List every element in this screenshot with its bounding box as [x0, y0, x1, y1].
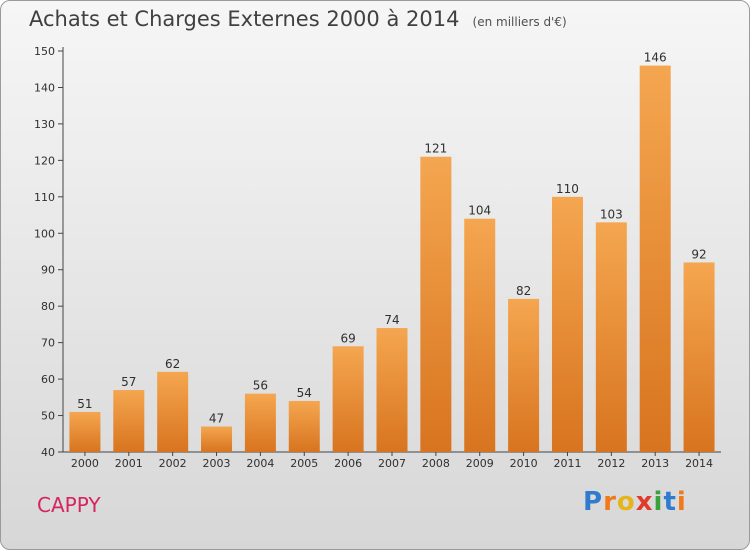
x-tick-label-2005: 2005 — [290, 457, 318, 470]
bar-2005 — [288, 400, 320, 452]
x-tick-label-2002: 2002 — [159, 457, 187, 470]
bar-2010 — [508, 298, 540, 452]
bar-2013 — [639, 65, 671, 452]
value-label-2005: 54 — [297, 386, 312, 400]
bar-2000 — [69, 411, 101, 452]
bar-2002 — [157, 371, 189, 452]
chart-title-row: Achats et Charges Externes 2000 à 2014 (… — [29, 7, 567, 31]
logo-letter: o — [616, 487, 636, 517]
value-label-2009: 104 — [468, 204, 491, 218]
value-label-2002: 62 — [165, 357, 180, 371]
x-tick-label-2004: 2004 — [246, 457, 274, 470]
x-tick-label-2011: 2011 — [553, 457, 581, 470]
logo-letter: i — [653, 487, 664, 517]
x-tick-label-2003: 2003 — [203, 457, 231, 470]
bar-2001 — [113, 390, 145, 452]
chart-subtitle: (en milliers d'€) — [472, 15, 567, 29]
bar-2014 — [683, 262, 715, 452]
commune-name: CAPPY — [37, 493, 101, 517]
chart-title: Achats et Charges Externes 2000 à 2014 — [29, 7, 460, 31]
value-label-2008: 121 — [424, 142, 447, 156]
value-labels-group: 51 57 62 47 56 54 69 74 121 104 82 110 103 146 92 — [77, 51, 706, 426]
y-tick-label: 50 — [41, 410, 55, 423]
logo-letter: i — [676, 487, 687, 517]
y-tick-label: 130 — [34, 118, 55, 131]
bar-2011 — [551, 196, 583, 452]
y-tick-label: 150 — [34, 45, 55, 58]
value-label-2001: 57 — [121, 375, 136, 389]
bar-2004 — [244, 393, 276, 452]
value-label-2007: 74 — [384, 313, 399, 327]
bar-2009 — [464, 218, 496, 452]
value-label-2006: 69 — [340, 331, 355, 345]
value-label-2000: 51 — [77, 397, 92, 411]
logo-letter: t — [663, 487, 677, 517]
bar-2008 — [420, 156, 452, 452]
x-tick-label-2007: 2007 — [378, 457, 406, 470]
x-tick-label-2013: 2013 — [641, 457, 669, 470]
bars-group — [69, 65, 715, 452]
bar-2006 — [332, 346, 364, 452]
x-tick-label-2008: 2008 — [422, 457, 450, 470]
bar-2012 — [595, 222, 627, 452]
axes: 40 50 60 70 80 90 100 110 120 130 140 150 2000 2001 20… — [34, 45, 721, 470]
x-tick-label-2009: 2009 — [466, 457, 494, 470]
value-label-2003: 47 — [209, 411, 224, 425]
proxiti-logo: Proxiti — [583, 487, 687, 517]
y-tick-label: 140 — [34, 81, 55, 94]
x-tick-label-2010: 2010 — [510, 457, 538, 470]
value-label-2014: 92 — [691, 247, 706, 261]
y-tick-label: 120 — [34, 154, 55, 167]
y-tick-label: 40 — [41, 446, 55, 459]
x-tick-label-2012: 2012 — [597, 457, 625, 470]
y-tick-label: 90 — [41, 264, 55, 277]
y-tick-label: 100 — [34, 227, 55, 240]
value-label-2011: 110 — [556, 182, 579, 196]
value-label-2010: 82 — [516, 284, 531, 298]
y-tick-label: 110 — [34, 191, 55, 204]
y-tick-label: 80 — [41, 300, 55, 313]
bar-2003 — [201, 426, 233, 452]
x-tick-label-2006: 2006 — [334, 457, 362, 470]
value-label-2012: 103 — [600, 207, 623, 221]
value-label-2013: 146 — [644, 51, 667, 65]
x-tick-label-2000: 2000 — [71, 457, 99, 470]
y-tick-label: 70 — [41, 337, 55, 350]
x-tick-label-2014: 2014 — [685, 457, 713, 470]
logo-letter: x — [635, 487, 654, 517]
y-tick-label: 60 — [41, 373, 55, 386]
bar-2007 — [376, 328, 408, 452]
logo-letter: r — [603, 487, 617, 517]
value-label-2004: 56 — [253, 379, 268, 393]
x-tick-label-2001: 2001 — [115, 457, 143, 470]
logo-letter: P — [583, 487, 604, 517]
